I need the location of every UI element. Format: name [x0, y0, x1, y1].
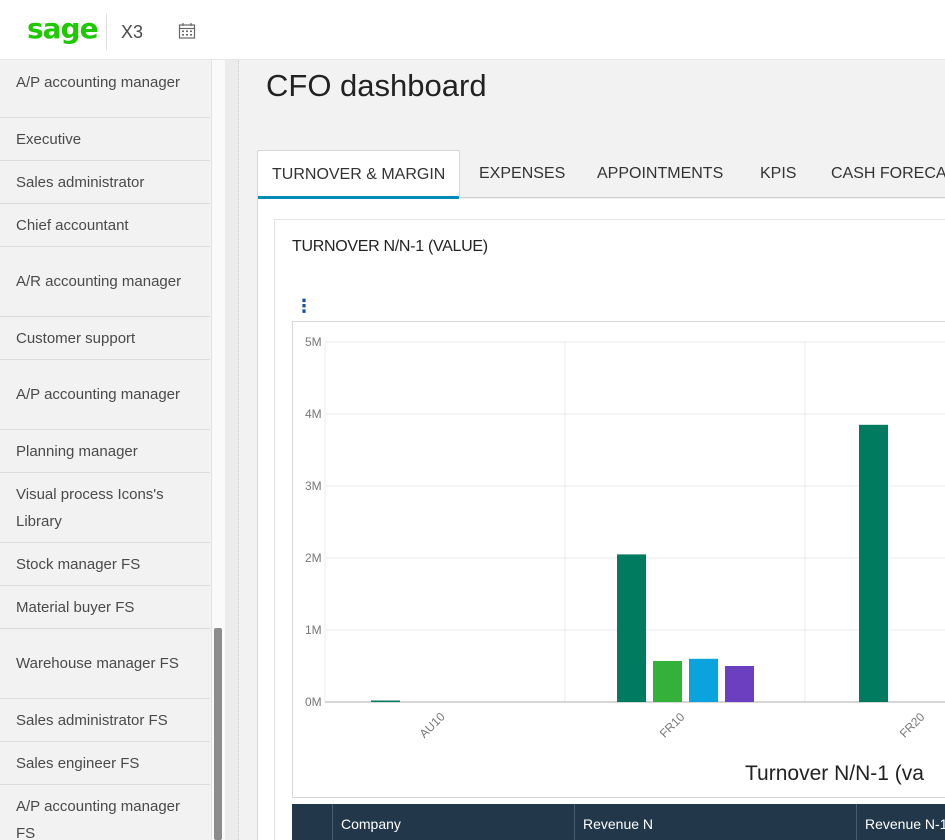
x-tick-label: AU10 [417, 709, 448, 740]
sidebar-item[interactable]: Executive [0, 118, 210, 161]
sidebar-item-label: Chief accountant [16, 216, 129, 234]
turnover-chart: 0M 1M 2M 3M 4M 5M AU10 FR10 FR20 Turnover N/N-1 (… [292, 321, 945, 798]
sidebar-item[interactable]: Sales engineer FS [0, 742, 210, 785]
x-tick-label: FR20 [897, 710, 928, 741]
turnover-table-header: Company Revenue N Revenue N-1 [292, 804, 945, 840]
tab-expenses[interactable]: EXPENSES [479, 165, 566, 182]
y-tick-label: 1M [305, 623, 322, 637]
y-tick-label: 3M [305, 479, 322, 493]
sidebar-item[interactable]: Sales administrator [0, 161, 210, 204]
y-tick-label: 0M [305, 695, 322, 709]
sidebar-item[interactable]: A/P accounting manager [0, 60, 210, 118]
chart-bar [859, 424, 888, 702]
x-tick-label: FR10 [657, 710, 688, 741]
sidebar-item-label: Stock manager FS [16, 555, 141, 573]
tab-turnover-margin[interactable]: TURNOVER & MARGIN [257, 150, 461, 199]
topbar-divider [106, 14, 107, 50]
turnover-chart-svg: 0M 1M 2M 3M 4M 5M AU10 FR10 FR20 Turnover N/N-1 (… [305, 335, 945, 785]
sidebar-item-label: Customer support [16, 329, 136, 347]
tab-cash-forecast[interactable]: CASH FORECA [831, 165, 945, 182]
top-bar: sage X3 [0, 0, 945, 60]
table-header-select[interactable] [292, 804, 332, 840]
chart-title: TURNOVER N/N-1 (VALUE) [292, 238, 488, 255]
sidebar-item-label: Sales administrator FS [16, 711, 168, 729]
y-tick-label: 5M [305, 335, 322, 349]
sage-logo[interactable]: sage [27, 12, 99, 45]
sidebar-item-label: Material buyer FS [16, 598, 135, 616]
page-title: CFO dashboard [266, 68, 487, 103]
dashboard-tabs: TURNOVER & MARGIN EXPENSES APPOINTMENTS … [257, 150, 945, 199]
sidebar-item-label: Warehouse manager FS [16, 655, 179, 672]
sidebar-item[interactable]: A/P accounting manager [0, 360, 210, 430]
sidebar-item-label: A/P accounting manager FS [16, 797, 180, 840]
sidebar-item[interactable]: Material buyer FS [0, 586, 210, 629]
sidebar-item-label: A/P accounting manager [16, 74, 180, 91]
chart-bar [689, 658, 718, 702]
sidebar-scrollbar-thumb[interactable] [214, 628, 222, 840]
sidebar-list: A/P accounting manager Executive Sales adm… [0, 60, 210, 840]
sidebar-item[interactable]: Visual process Icons's Library [0, 473, 210, 543]
calendar-icon[interactable] [178, 22, 196, 40]
sidebar-item-label: Visual process Icons's Library [16, 485, 164, 530]
y-tick-label: 2M [305, 551, 322, 565]
sidebar-item[interactable]: Chief accountant [0, 204, 210, 247]
product-name: X3 [121, 22, 144, 42]
sidebar-item-label: Sales administrator [16, 173, 145, 191]
sidebar-item-label: Sales engineer FS [16, 754, 140, 772]
sidebar-item-label: A/P accounting manager [16, 386, 180, 403]
tab-kpis[interactable]: KPIS [760, 165, 797, 182]
sidebar-item[interactable]: Stock manager FS [0, 543, 210, 586]
tab-appointments[interactable]: APPOINTMENTS [597, 165, 724, 182]
sidebar-item[interactable]: Warehouse manager FS [0, 629, 210, 699]
splitter-handle[interactable] [225, 60, 239, 840]
sidebar-item[interactable]: Customer support [0, 317, 210, 360]
more-options-icon[interactable]: ⋮ [295, 296, 313, 316]
sidebar-item-label: A/R accounting manager [16, 273, 182, 290]
sidebar: A/P accounting manager Executive Sales adm… [0, 60, 225, 840]
table-header-revenue-n[interactable]: Revenue N [574, 804, 856, 840]
chart-card: TURNOVER N/N-1 (VALUE) ⋮ 0M 1M 2M 3M 4M 5M AU1… [274, 219, 945, 840]
y-tick-label: 4M [305, 407, 322, 421]
chart-bar [371, 700, 400, 702]
sidebar-item[interactable]: A/P accounting manager FS [0, 785, 210, 840]
chart-bar [653, 660, 682, 702]
sidebar-item-label: Planning manager [16, 442, 138, 460]
main-content: CFO dashboard TURNOVER & MARGIN EXPENSES… [239, 60, 945, 840]
sidebar-item-label: Executive [16, 130, 82, 148]
chart-caption: Turnover N/N-1 (va [745, 762, 924, 785]
sidebar-item[interactable]: Planning manager [0, 430, 210, 473]
chart-bar [617, 554, 646, 702]
table-header-revenue-n-1[interactable]: Revenue N-1 [856, 804, 945, 840]
table-header-company[interactable]: Company [332, 804, 574, 840]
tab-panel: TURNOVER N/N-1 (VALUE) ⋮ 0M 1M 2M 3M 4M 5M AU1… [257, 199, 945, 840]
chart-bar [725, 666, 754, 702]
sidebar-item[interactable]: A/R accounting manager [0, 247, 210, 317]
sidebar-item[interactable]: Sales administrator FS [0, 699, 210, 742]
